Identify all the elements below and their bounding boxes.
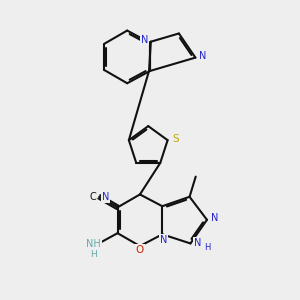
Text: S: S [172,134,179,144]
Text: NH: NH [86,239,101,249]
Text: O: O [135,245,143,255]
Text: N: N [199,51,206,61]
Text: N: N [211,213,218,223]
Text: N: N [141,35,148,45]
Text: N: N [160,235,167,244]
Text: C: C [90,192,96,202]
Text: N: N [102,192,109,202]
Text: H: H [90,250,97,259]
Text: N: N [194,238,201,248]
Text: H: H [204,243,211,252]
